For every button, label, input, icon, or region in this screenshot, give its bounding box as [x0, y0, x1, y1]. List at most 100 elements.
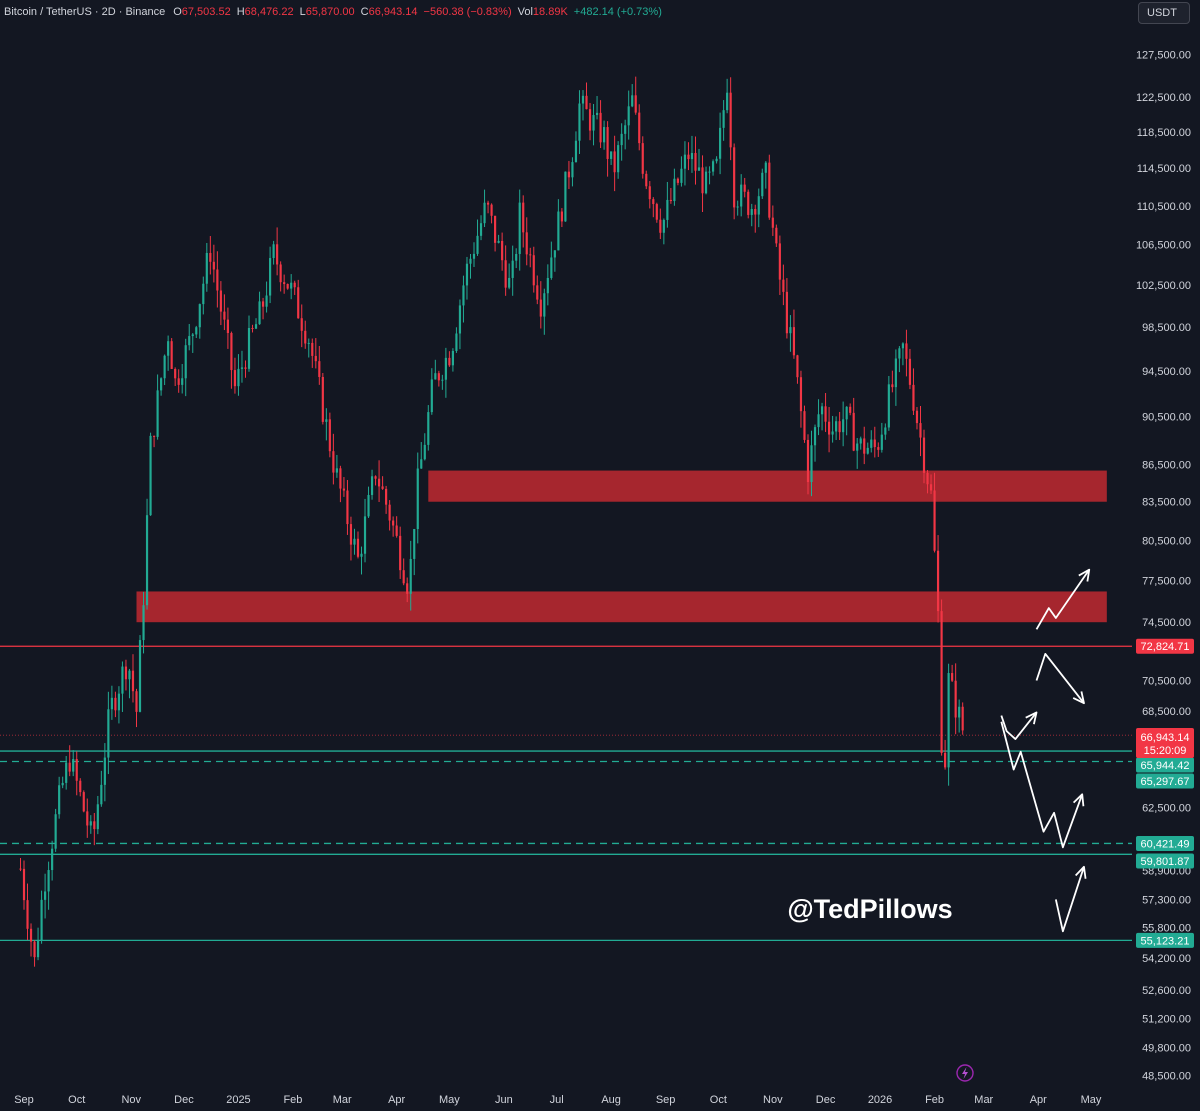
candle-body	[392, 520, 395, 526]
y-axis[interactable]: 127,500.00 122,500.00 118,500.00 114,500.00…	[1136, 50, 1191, 1083]
candle-body	[676, 178, 680, 183]
candle-body	[884, 427, 887, 435]
candle-body	[145, 515, 149, 606]
close-label: C	[360, 6, 369, 18]
candle-body	[687, 154, 690, 160]
candle-body	[529, 254, 532, 256]
candle-body	[181, 378, 184, 385]
x-tick-label: Sep	[14, 1094, 34, 1106]
candle-body	[697, 167, 701, 171]
candle-body	[803, 411, 806, 440]
candle-body	[866, 447, 869, 454]
candle-body	[599, 112, 602, 143]
y-tick-label: 51,200.00	[1142, 1013, 1191, 1025]
candle-body	[54, 814, 57, 849]
candle-body	[922, 437, 926, 473]
candle-body	[261, 301, 265, 307]
candle-body	[367, 494, 370, 517]
candle-body	[177, 378, 180, 385]
y-tick-label: 98,500.00	[1142, 322, 1191, 334]
candle-body	[842, 419, 845, 433]
volume-label: Vol	[517, 6, 533, 18]
candle-body	[167, 341, 170, 356]
volume-value: 18.89K	[532, 6, 568, 18]
price-labels: 72,824.71 65,297.67 60,421.49 59,801.87 55,1…	[1136, 638, 1194, 948]
candle-body	[845, 406, 848, 420]
candle-body	[694, 153, 697, 171]
y-tick-label: 94,500.00	[1142, 366, 1191, 378]
candle-body	[219, 290, 222, 312]
candle-body	[353, 538, 356, 545]
candle-body	[778, 243, 781, 280]
candle-body	[124, 666, 128, 680]
y-tick-label: 57,300.00	[1142, 894, 1191, 906]
candle-body	[265, 295, 268, 307]
level-price-label-bg	[1136, 757, 1194, 773]
symbol-title[interactable]: Bitcoin / TetherUS · 2D · Binance	[4, 6, 166, 18]
candle-body	[332, 451, 335, 473]
y-tick-label: 52,600.00	[1142, 985, 1191, 997]
candle-body	[202, 283, 205, 305]
candle-body	[733, 147, 736, 208]
candle-body	[335, 468, 338, 473]
symbol-legend[interactable]: Bitcoin / TetherUS · 2D · Binance O67,503…	[4, 6, 668, 18]
candle-body	[82, 792, 85, 812]
candle-body	[191, 334, 194, 337]
candle-body	[571, 162, 574, 178]
x-axis[interactable]: Sep Oct Nov Dec 2025 Feb Mar Apr May Jun Jul Aug Sep…	[14, 1094, 1102, 1106]
candle-body	[690, 153, 694, 160]
level-price-label: 55,123.21	[1141, 935, 1190, 947]
candle-body	[497, 240, 500, 243]
candle-body	[553, 250, 556, 258]
candle-body	[887, 384, 890, 428]
candle-body	[525, 232, 528, 255]
y-tick-label: 80,500.00	[1142, 535, 1191, 547]
currency-button[interactable]: USDT	[1138, 2, 1190, 24]
candle-body	[297, 287, 300, 319]
candle-body	[929, 484, 933, 491]
candle-body	[26, 900, 29, 929]
arrow-head	[1072, 691, 1085, 705]
candle-body	[441, 379, 444, 381]
candle-body	[51, 848, 54, 871]
candle-body	[170, 341, 173, 370]
candle-body	[771, 217, 774, 228]
candle-body	[437, 373, 440, 381]
projection-deep-bounce	[1054, 866, 1085, 933]
candle-body	[550, 257, 553, 278]
candle-body	[307, 342, 310, 344]
candle-body	[469, 258, 472, 264]
candle-body	[659, 219, 662, 233]
candle-body	[634, 95, 637, 113]
candle-body	[944, 752, 947, 768]
candle-body	[86, 811, 89, 826]
x-tick-label: Feb	[925, 1094, 944, 1106]
candle-body	[532, 255, 535, 286]
candle-body	[631, 95, 634, 107]
candle-body	[820, 406, 824, 415]
y-tick-label: 48,500.00	[1142, 1071, 1191, 1083]
candle-body	[719, 127, 722, 159]
candle-body	[269, 258, 272, 296]
arrow-head	[1072, 793, 1085, 807]
resistance-zone	[428, 470, 1107, 502]
candle-body	[856, 443, 859, 451]
candle-body	[655, 204, 658, 220]
candle-body	[564, 171, 567, 222]
candle-body	[912, 384, 915, 411]
candle-body	[546, 277, 549, 294]
candle-body	[29, 928, 33, 942]
candle-body	[775, 227, 778, 244]
candle-body	[838, 421, 841, 433]
candle-body	[321, 376, 324, 422]
lightning-icon[interactable]	[956, 1064, 974, 1082]
y-tick-label: 118,500.00	[1137, 127, 1191, 139]
candle-body	[346, 490, 349, 525]
candle-body	[926, 472, 929, 485]
candle-body	[539, 299, 542, 317]
projection-arrows	[1000, 568, 1091, 933]
projection-bullish-breakout	[1035, 569, 1090, 630]
candle-body	[662, 219, 665, 233]
candle-body	[652, 199, 655, 205]
